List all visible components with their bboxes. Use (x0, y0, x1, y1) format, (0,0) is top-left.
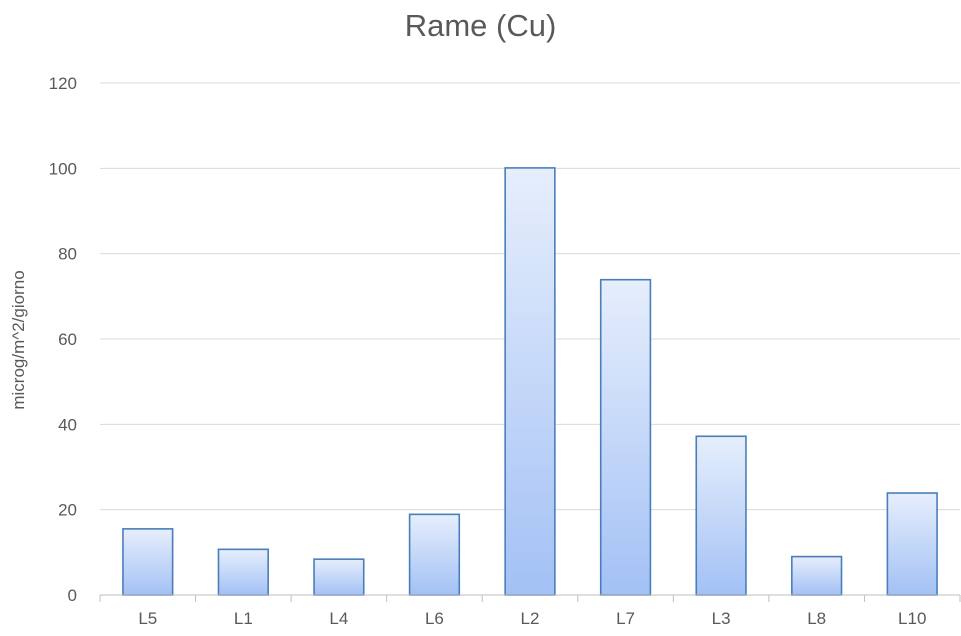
y-tick-label: 80 (58, 245, 77, 264)
bar-l7 (599, 278, 652, 596)
bar-l6 (408, 513, 461, 596)
bar-l5 (122, 528, 174, 596)
axes: 0 20 40 60 80 100 120 L5 L1 L4 L6 L2 L7 L3 L8 L10 (49, 74, 961, 628)
bar-l10 (886, 492, 938, 596)
bar-l2 (504, 167, 556, 596)
x-tick-label: L3 (712, 609, 731, 628)
y-tick-label: 100 (49, 159, 77, 178)
bars (122, 167, 938, 596)
bar-l4 (313, 558, 365, 596)
x-tick-label: L10 (898, 609, 926, 628)
y-tick-label: 60 (58, 330, 77, 349)
y-tick-label: 40 (58, 415, 77, 434)
x-tick-label: L4 (329, 609, 348, 628)
x-tick-label: L7 (616, 609, 635, 628)
x-tick-label: L1 (234, 609, 253, 628)
bar-l1 (217, 548, 269, 596)
x-tick-label: L2 (521, 609, 540, 628)
y-tick-label: 20 (58, 501, 77, 520)
bar-l3 (695, 435, 747, 596)
x-tick-label: L8 (807, 609, 826, 628)
bar-l8 (791, 555, 843, 596)
y-tick-label: 0 (68, 586, 77, 605)
chart-title: Rame (Cu) (404, 8, 557, 43)
x-tick-label: L5 (138, 609, 157, 628)
x-tick-label: L6 (425, 609, 444, 628)
y-tick-label: 120 (49, 74, 77, 93)
